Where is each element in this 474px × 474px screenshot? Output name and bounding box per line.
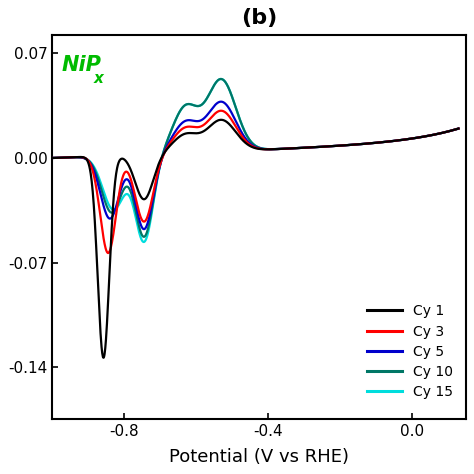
- X-axis label: Potential (V vs RHE): Potential (V vs RHE): [169, 447, 349, 465]
- Text: NiP: NiP: [62, 55, 101, 75]
- Title: (b): (b): [241, 9, 277, 28]
- Legend: Cy 1, Cy 3, Cy 5, Cy 10, Cy 15: Cy 1, Cy 3, Cy 5, Cy 10, Cy 15: [362, 299, 459, 405]
- Text: x: x: [94, 71, 104, 86]
